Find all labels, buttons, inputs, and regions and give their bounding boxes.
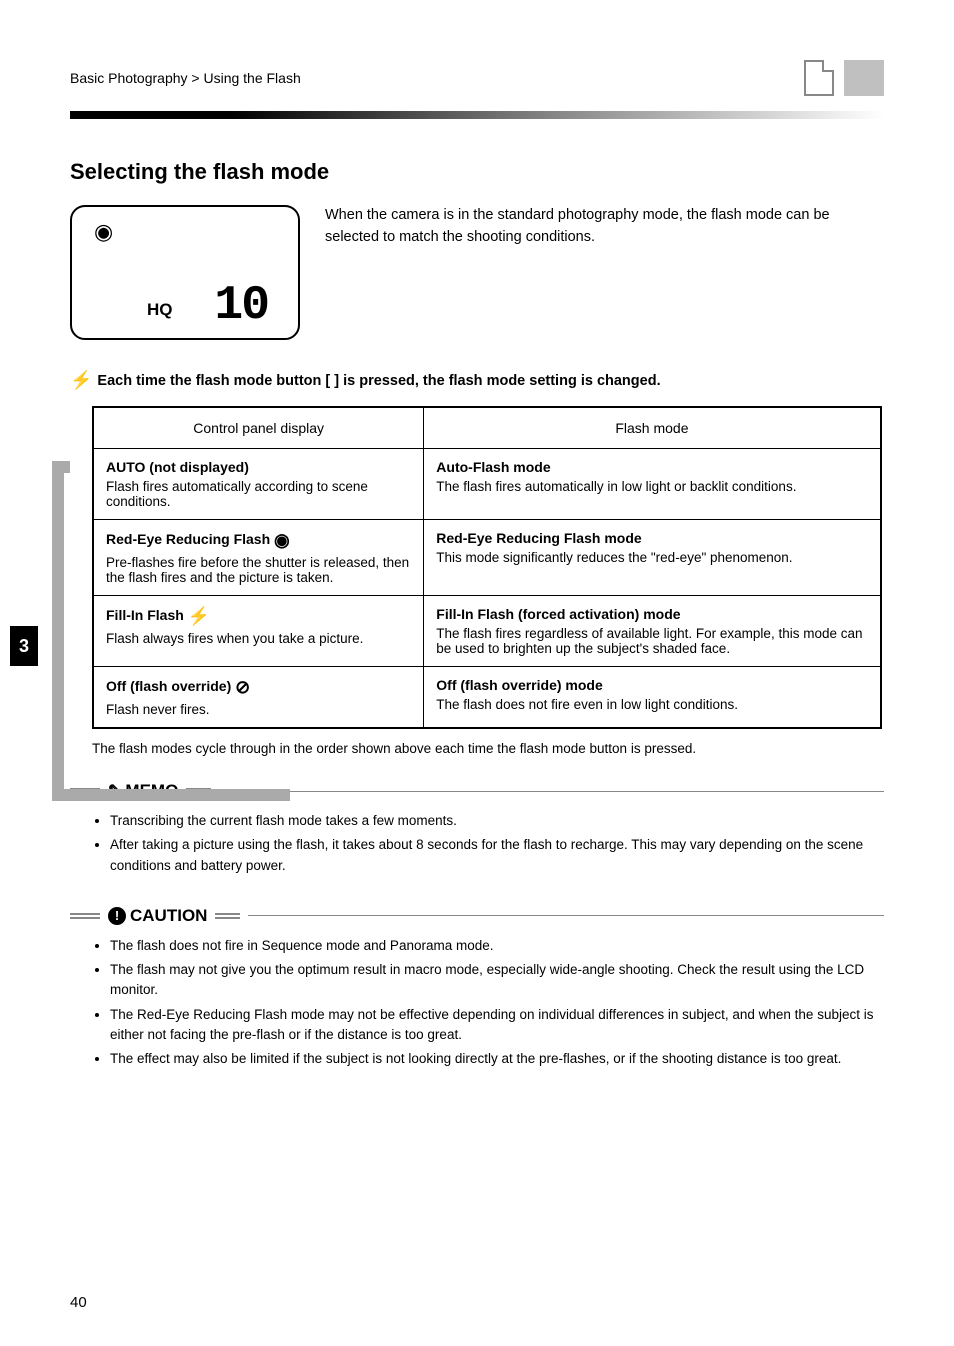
panel-desc: Flash never fires.: [106, 702, 411, 717]
gradient-divider: [70, 111, 884, 119]
panel-name: Fill-In Flash ⚡: [106, 606, 411, 627]
redeye-icon: ◉: [94, 219, 113, 245]
intro-row: ◉ HQ 10 When the camera is in the standa…: [70, 205, 884, 340]
memo-list: Transcribing the current flash mode take…: [110, 811, 884, 876]
lcd-panel: ◉ HQ 10: [70, 205, 300, 340]
mode-desc: This mode significantly reduces the "red…: [436, 550, 867, 565]
panel-desc: Flash fires automatically according to s…: [106, 479, 411, 509]
panel-desc: Pre-flashes fire before the shutter is r…: [106, 555, 411, 585]
cycle-note: The flash modes cycle through in the ord…: [92, 741, 884, 756]
list-item: The flash may not give you the optimum r…: [110, 960, 884, 1001]
mode-name: Off (flash override) mode: [436, 677, 867, 693]
mode-desc: The flash fires regardless of available …: [436, 626, 867, 656]
panel-desc: Flash always fires when you take a pictu…: [106, 631, 411, 646]
tab-indicator: [844, 60, 884, 96]
lcd-hq-label: HQ: [147, 300, 173, 320]
panel-name: Red-Eye Reducing Flash ◉: [106, 530, 411, 551]
table-row: Fill-In Flash ⚡ Flash always fires when …: [93, 596, 881, 667]
side-page-number: 3: [10, 626, 38, 666]
section-title: Selecting the flash mode: [70, 159, 884, 185]
table-header-mode: Flash mode: [424, 407, 881, 449]
footer-page-number: 40: [70, 1294, 87, 1311]
table-wrapper: Control panel display Flash mode AUTO (n…: [70, 406, 884, 729]
caution-list: The flash does not fire in Sequence mode…: [110, 936, 884, 1070]
lcd-counter: 10: [214, 279, 268, 333]
list-item: Transcribing the current flash mode take…: [110, 811, 884, 831]
table-row: Red-Eye Reducing Flash ◉ Pre-flashes fir…: [93, 520, 881, 596]
intro-text: When the camera is in the standard photo…: [325, 205, 884, 249]
flash-off-icon: ⊘: [235, 677, 250, 697]
table-row: AUTO (not displayed) Flash fires automat…: [93, 449, 881, 520]
mode-name: Auto-Flash mode: [436, 459, 867, 475]
mode-name: Fill-In Flash (forced activation) mode: [436, 606, 867, 622]
list-item: After taking a picture using the flash, …: [110, 835, 884, 876]
header-icons: [804, 60, 884, 96]
panel-name: Off (flash override) ⊘: [106, 677, 411, 698]
flash-mode-label: ⚡ Each time the flash mode button [ ] is…: [70, 370, 884, 391]
breadcrumb: Basic Photography > Using the Flash: [70, 70, 301, 86]
panel-name: AUTO (not displayed): [106, 459, 411, 475]
bolt-icon: ⚡: [70, 370, 92, 391]
list-item: The effect may also be limited if the su…: [110, 1049, 884, 1069]
table-header-panel: Control panel display: [93, 407, 424, 449]
mode-desc: The flash fires automatically in low lig…: [436, 479, 867, 494]
flash-mode-table: Control panel display Flash mode AUTO (n…: [92, 406, 882, 729]
bolt-icon: ⚡: [188, 606, 210, 626]
caution-icon: !: [108, 907, 126, 925]
redeye-icon: ◉: [274, 530, 290, 550]
table-row: Off (flash override) ⊘ Flash never fires…: [93, 667, 881, 729]
page-header: Basic Photography > Using the Flash: [70, 60, 884, 96]
document-icon: [804, 60, 834, 96]
caution-header: ! CAUTION: [70, 906, 884, 926]
cycle-bracket: [52, 461, 70, 801]
list-item: The Red-Eye Reducing Flash mode may not …: [110, 1005, 884, 1046]
list-item: The flash does not fire in Sequence mode…: [110, 936, 884, 956]
mode-desc: The flash does not fire even in low ligh…: [436, 697, 867, 712]
mode-name: Red-Eye Reducing Flash mode: [436, 530, 867, 546]
